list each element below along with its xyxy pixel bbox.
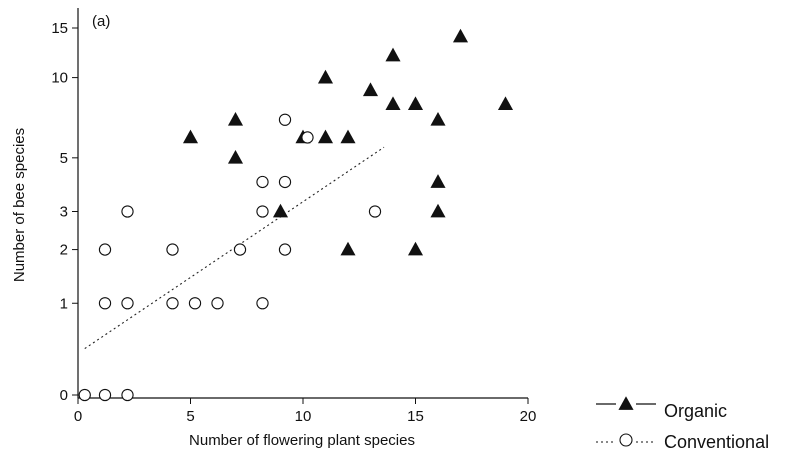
panel-label: (a) (92, 13, 110, 30)
organic-point (317, 69, 334, 84)
conventional-point (256, 297, 269, 310)
conventional-point (301, 131, 314, 144)
legend-item-organic: Organic (596, 396, 727, 421)
legend-key-conventional (596, 433, 656, 447)
conventional-point (78, 388, 91, 402)
x-tick-label: 10 (295, 408, 312, 425)
conventional-point (368, 205, 382, 218)
conventional-point (188, 297, 202, 310)
organic-point (497, 96, 514, 111)
organic-point (430, 174, 446, 188)
legend-key-organic (596, 396, 656, 410)
conventional-point (233, 243, 247, 256)
y-tick-label: 15 (51, 20, 68, 37)
y-tick-label: 5 (60, 150, 68, 167)
conventional-point (121, 205, 134, 218)
organic-point (182, 129, 199, 144)
conventional-point (121, 297, 134, 310)
legend-label-conventional: Conventional (664, 432, 769, 452)
organic-point (452, 28, 469, 43)
conventional-point (166, 297, 179, 310)
y-tick-label: 2 (60, 242, 68, 259)
organic-point (362, 82, 379, 97)
x-axis-label: Number of flowering plant species (189, 432, 415, 449)
conventional-point (256, 175, 269, 189)
x-tick-label: 5 (186, 408, 194, 425)
legend-marker-conventional (619, 433, 633, 447)
conventional-point (166, 243, 179, 256)
organic-point (407, 96, 424, 111)
organic-point (407, 241, 424, 256)
x-tick-label: 15 (407, 408, 424, 425)
data-points (78, 28, 514, 402)
conventional-point (211, 297, 224, 310)
organic-point (317, 129, 334, 144)
conventional-point (256, 205, 269, 218)
legend-item-conventional: Conventional (596, 432, 769, 452)
organic-point (227, 111, 244, 126)
conventional-point (98, 388, 112, 402)
y-axis-label: Number of bee species (11, 128, 28, 282)
conventional-point (121, 388, 134, 402)
axes: 0 5 10 15 20 0 1 2 3 5 10 15 (51, 8, 536, 425)
organic-point (340, 129, 356, 144)
legend-marker-organic (618, 396, 634, 410)
x-tick-label: 0 (74, 408, 82, 425)
conventional-point (278, 113, 292, 126)
x-tick-label: 20 (520, 408, 537, 425)
conventional-point (98, 297, 112, 310)
legend-label-organic: Organic (664, 401, 727, 421)
conventional-point (278, 175, 292, 189)
y-tick-label: 10 (51, 70, 68, 87)
legend: Organic Conventional (596, 396, 769, 452)
organic-point (340, 241, 356, 256)
organic-point (430, 111, 446, 126)
y-tick-label: 0 (60, 387, 68, 404)
organic-point (227, 150, 244, 164)
y-tick-label: 3 (60, 204, 68, 221)
organic-point (272, 203, 289, 218)
organic-point (430, 203, 446, 218)
organic-point (385, 47, 401, 62)
conventional-point (98, 243, 112, 256)
organic-point (385, 96, 401, 111)
y-tick-label: 1 (60, 295, 68, 312)
conventional-point (278, 243, 292, 256)
